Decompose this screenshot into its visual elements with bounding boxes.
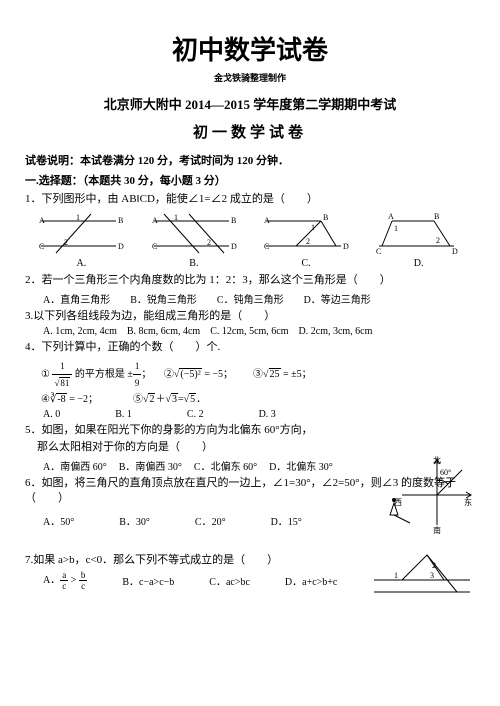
- question-1: 1．下列图形中，由 AB‖CD，能使∠1=∠2 成立的是（ ）: [25, 192, 475, 207]
- q6-opt-b: B．30°: [119, 513, 150, 528]
- q4-i1b: 的平方根是 ±: [72, 369, 133, 380]
- svg-text:1: 1: [174, 213, 178, 222]
- q5-opt-b: B．南偏西 30°: [119, 458, 182, 473]
- q2-opt-c: C．钝角三角形: [217, 291, 284, 306]
- svg-text:C: C: [264, 242, 269, 251]
- q7-opt-b: B．c−a>c−b: [122, 573, 174, 588]
- svg-text:A: A: [152, 216, 158, 225]
- q4-i2b: = −5；: [204, 369, 233, 380]
- svg-text:D: D: [231, 242, 237, 251]
- q1-labels: A. B. C. D.: [25, 258, 475, 269]
- compass-diagram: 60° 北 南 东 西: [382, 455, 472, 538]
- svg-text:1: 1: [76, 213, 80, 222]
- q4-opt-d: D. 3: [259, 409, 276, 420]
- exam-title: 初一数学试卷: [25, 121, 475, 142]
- q4-i4a: ④: [41, 394, 50, 405]
- q1-diagram-d: A B C D 1 2: [374, 211, 464, 256]
- svg-text:2: 2: [207, 238, 211, 247]
- svg-text:2: 2: [436, 236, 440, 245]
- main-title: 初中数学试卷: [25, 30, 475, 67]
- q2-options: A．直角三角形 B．锐角三角形 C．钝角三角形 D．等边三角形: [25, 291, 475, 306]
- q3-opt-d: D. 2cm, 3cm, 6cm: [299, 326, 373, 337]
- q4-opt-c: C. 2: [187, 409, 204, 420]
- q7-opt-a: A．ac > bc: [43, 570, 87, 591]
- compass-angle: 60°: [440, 468, 451, 477]
- question-4: 4．下列计算中，正确的个数（ ）个.: [25, 340, 475, 355]
- q4-i5b: ＋: [155, 394, 165, 405]
- q6-opt-c: C．20°: [195, 513, 226, 528]
- svg-text:D: D: [118, 242, 124, 251]
- q1-label-d: D.: [414, 258, 424, 269]
- svg-text:B: B: [231, 216, 236, 225]
- q5-opt-a: A．南偏西 60°: [43, 458, 107, 473]
- svg-text:D: D: [343, 242, 349, 251]
- q4-items-row1: ① 1√81 的平方根是 ±19； ②√(−5)² = −5； ③√25 = ±…: [25, 358, 475, 391]
- q1-label-a: A.: [77, 258, 87, 269]
- svg-text:B: B: [118, 216, 123, 225]
- svg-text:A: A: [388, 212, 394, 221]
- q6-opt-a: A．50°: [43, 513, 74, 528]
- q2-opt-a: A．直角三角形: [43, 291, 110, 306]
- q1-diagram-c: A B C D 12: [261, 211, 351, 256]
- q2-opt-d: D．等边三角形: [304, 291, 371, 306]
- school-title: 北京师大附中 2014—2015 学年度第二学期期中考试: [25, 94, 475, 113]
- question-5: 5．如图，如果在阳光下你的身影的方向为北偏东 60°方向，: [25, 423, 475, 438]
- q3-opt-c: C. 12cm, 5cm, 6cm: [210, 326, 288, 337]
- q1-diagram-b: A B C D 1 2: [149, 211, 239, 256]
- svg-text:D: D: [452, 247, 458, 256]
- q4-i5d: ．: [196, 394, 206, 405]
- section1-title: 一.选择题：（本题共 30 分，每小题 3 分）: [25, 172, 475, 188]
- q5-opt-d: D．北偏东 30°: [269, 458, 333, 473]
- svg-text:2: 2: [64, 238, 68, 247]
- q4-i3a: ③: [253, 369, 263, 380]
- q3-opt-a: A. 1cm, 2cm, 4cm: [43, 326, 117, 337]
- svg-text:B: B: [434, 212, 439, 221]
- svg-text:C: C: [376, 247, 381, 256]
- compass-s: 南: [433, 525, 441, 535]
- svg-text:3: 3: [430, 571, 434, 580]
- q1-label-c: C.: [302, 258, 311, 269]
- svg-text:C: C: [39, 242, 44, 251]
- q7-opt-d: D．a+c>b+c: [285, 573, 337, 588]
- q4-i5c: =: [178, 394, 184, 405]
- q4-i3b: = ±5；: [283, 369, 312, 380]
- q6-opt-d: D．15°: [271, 513, 302, 528]
- question-5b: 那么太阳相对于你的方向是（ ）: [25, 440, 475, 455]
- q3-opt-b: B. 8cm, 6cm, 4cm: [127, 326, 200, 337]
- q3-options: A. 1cm, 2cm, 4cm B. 8cm, 6cm, 4cm C. 12c…: [25, 326, 475, 337]
- svg-text:A: A: [264, 216, 270, 225]
- q4-opt-a: A. 0: [43, 409, 60, 420]
- q4-i5a: ⑤: [133, 394, 143, 405]
- q1-diagram-a: A B C D 1 2: [36, 211, 126, 256]
- q7-opt-c: C．ac>bc: [209, 573, 250, 588]
- svg-text:1: 1: [311, 223, 315, 232]
- q2-opt-b: B．锐角三角形: [130, 291, 197, 306]
- compass-e: 东: [464, 497, 472, 507]
- svg-text:A: A: [39, 216, 45, 225]
- svg-text:B: B: [323, 213, 328, 222]
- q5-opt-c: C．北偏东 60°: [194, 458, 257, 473]
- triangle-ruler-diagram: 1 23: [372, 550, 472, 613]
- svg-text:1: 1: [394, 224, 398, 233]
- svg-text:C: C: [152, 242, 157, 251]
- subtitle: 金戈铁骑整理制作: [25, 71, 475, 84]
- q4-i4b: = −2；: [69, 394, 98, 405]
- q4-items-row2: ④∛-8 = −2； ⑤√2＋√3=√5．: [25, 391, 475, 409]
- compass-n: 北: [433, 456, 441, 465]
- q4-i2a: ②: [164, 369, 174, 380]
- svg-text:1: 1: [394, 571, 398, 580]
- q4-opt-b: B. 1: [115, 409, 132, 420]
- instructions: 试卷说明：本试卷满分 120 分，考试时间为 120 分钟．: [25, 152, 475, 168]
- question-2: 2．若一个三角形三个内角度数的比为 1：2：3，那么这个三角形是（ ）: [25, 273, 475, 288]
- q4-options: A. 0 B. 1 C. 2 D. 3: [25, 409, 475, 420]
- q4-i1c: ；: [141, 369, 151, 380]
- svg-text:2: 2: [432, 561, 436, 570]
- q1-diagrams: AB CD 12 AB CD 12 AB CD 12 AB CD 12: [25, 211, 475, 256]
- question-3: 3.以下列各组线段为边，能组成三角形的是（ ）: [25, 309, 475, 324]
- q1-label-b: B.: [189, 258, 198, 269]
- svg-text:2: 2: [306, 237, 310, 246]
- q4-i1a: ①: [41, 369, 52, 380]
